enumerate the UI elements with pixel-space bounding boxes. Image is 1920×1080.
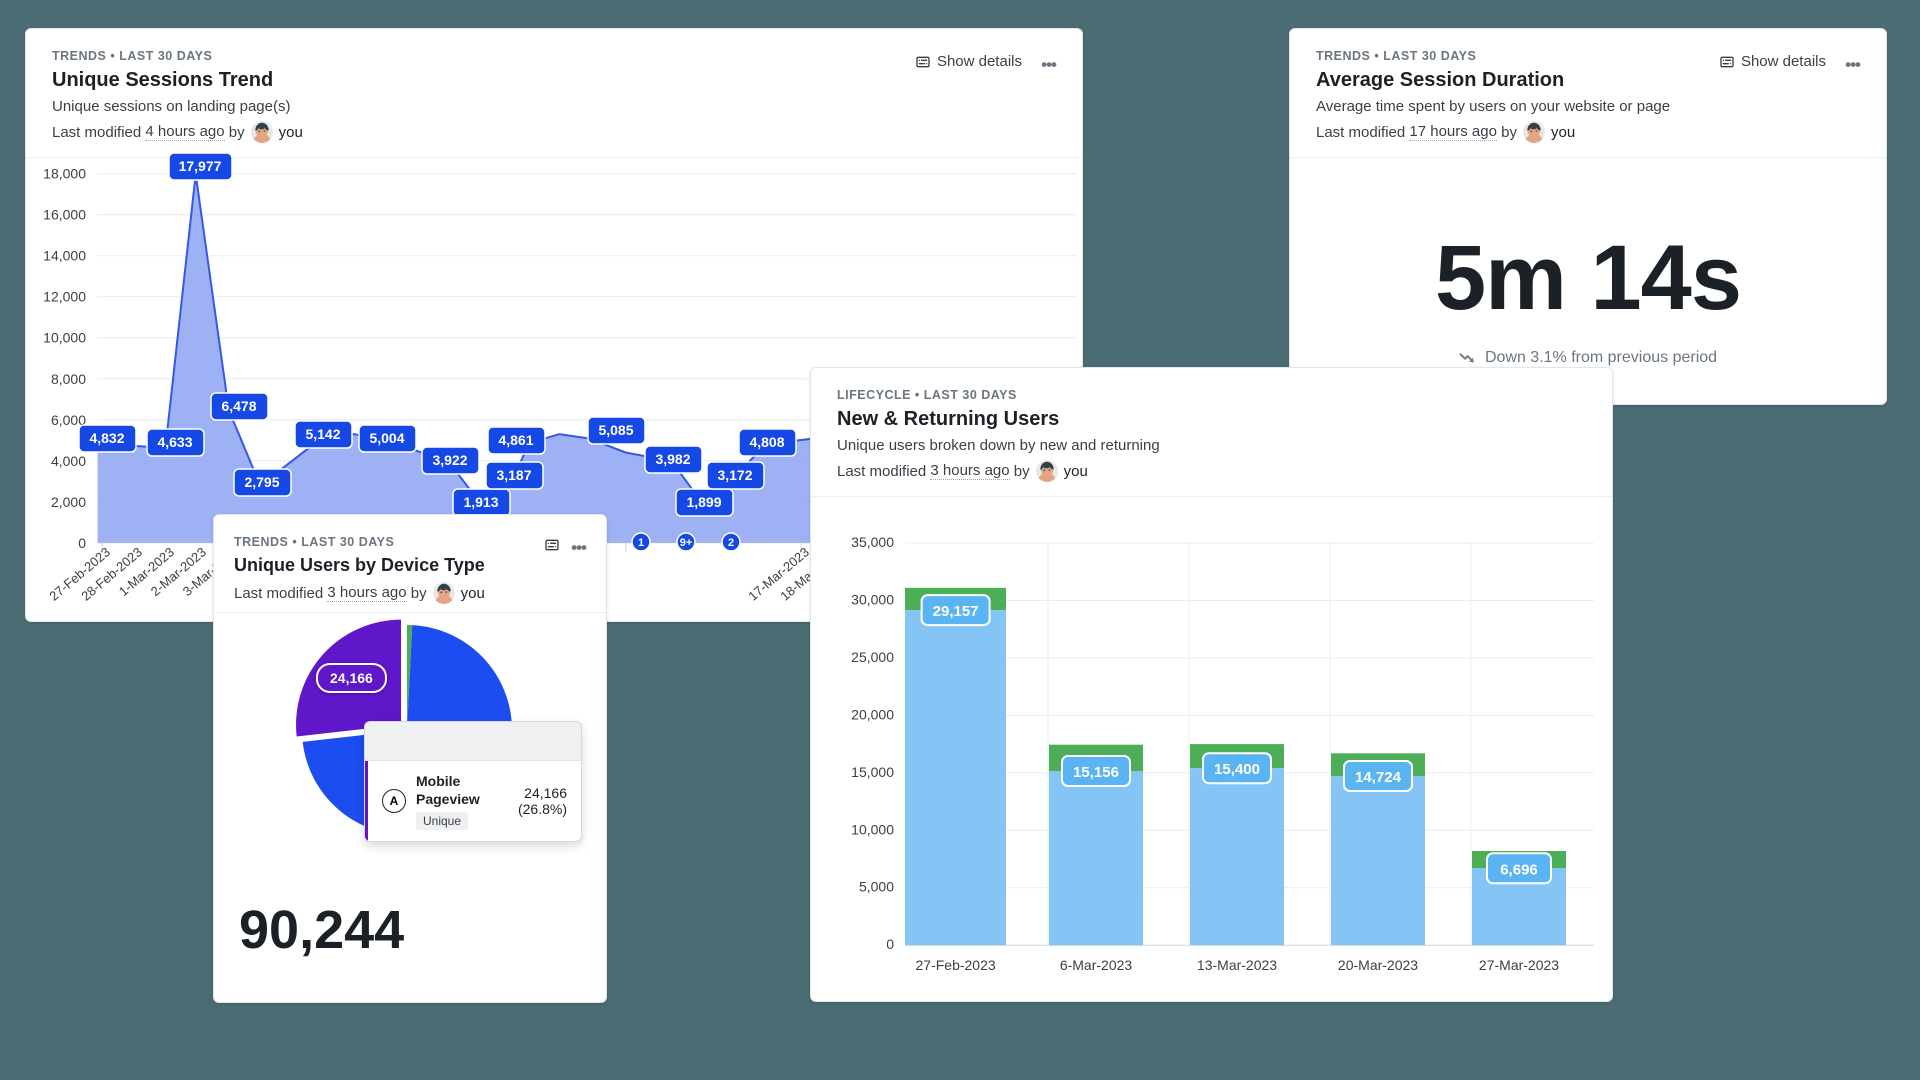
svg-text:3,172: 3,172 [717,467,752,483]
svg-text:6,478: 6,478 [221,398,256,414]
svg-text:20-Mar-2023: 20-Mar-2023 [1338,957,1418,973]
svg-text:0: 0 [886,936,894,952]
svg-text:2,795: 2,795 [244,474,279,490]
svg-text:3,187: 3,187 [496,467,531,483]
svg-text:9+: 9+ [680,537,693,549]
svg-text:0: 0 [78,535,86,551]
svg-text:5,142: 5,142 [305,426,340,442]
svg-text:18,000: 18,000 [43,166,86,182]
svg-text:27-Mar-2023: 27-Mar-2023 [1479,957,1559,973]
svg-text:2: 2 [728,537,734,549]
svg-text:15,000: 15,000 [851,764,894,780]
svg-text:25,000: 25,000 [851,649,894,665]
svg-text:6-Mar-2023: 6-Mar-2023 [1060,957,1133,973]
svg-text:5,000: 5,000 [859,879,894,895]
svg-text:1,913: 1,913 [463,494,498,510]
svg-text:4,808: 4,808 [749,434,784,450]
svg-text:4,861: 4,861 [498,432,533,448]
svg-text:16,000: 16,000 [43,207,86,223]
svg-text:1,899: 1,899 [686,494,721,510]
svg-text:30,000: 30,000 [851,592,894,608]
svg-text:14,000: 14,000 [43,248,86,264]
svg-text:4,832: 4,832 [89,430,124,446]
svg-text:10,000: 10,000 [43,330,86,346]
svg-text:4,633: 4,633 [157,434,192,450]
svg-text:2,000: 2,000 [51,494,86,510]
svg-text:1: 1 [638,537,644,549]
svg-text:13-Mar-2023: 13-Mar-2023 [1197,957,1277,973]
svg-text:14,724: 14,724 [1355,769,1402,786]
svg-text:5,085: 5,085 [598,422,633,438]
svg-text:3,922: 3,922 [432,452,467,468]
svg-text:8,000: 8,000 [51,371,86,387]
svg-text:10,000: 10,000 [851,821,894,837]
svg-text:27-Feb-2023: 27-Feb-2023 [916,957,996,973]
svg-text:4,000: 4,000 [51,453,86,469]
svg-text:29,157: 29,157 [933,603,979,620]
svg-text:17,977: 17,977 [179,158,222,174]
svg-text:15,156: 15,156 [1073,764,1119,781]
svg-text:20,000: 20,000 [851,706,894,722]
svg-text:6,696: 6,696 [1500,861,1538,878]
svg-text:12,000: 12,000 [43,289,86,305]
svg-text:5,004: 5,004 [369,430,404,446]
svg-text:15,400: 15,400 [1214,761,1260,778]
svg-text:35,000: 35,000 [851,534,894,550]
svg-text:3,982: 3,982 [655,451,690,467]
